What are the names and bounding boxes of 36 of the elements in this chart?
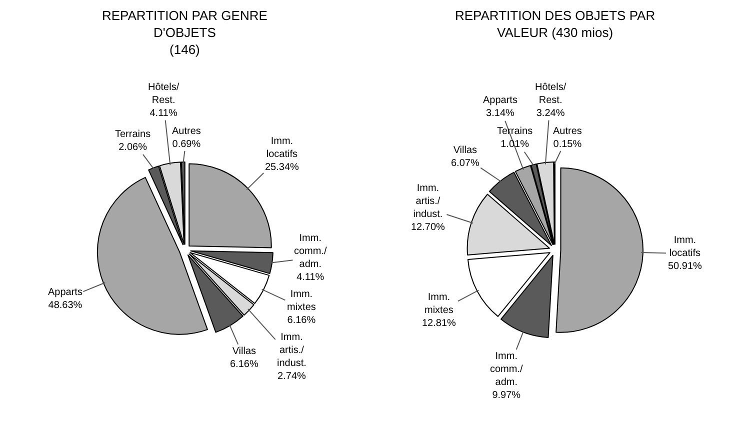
slice-label: Villas	[453, 145, 478, 156]
slice-label: Hôtels/ Rest.	[535, 82, 566, 106]
slice-label: Imm. artis./ indust.	[277, 332, 306, 369]
slice-label: Autres	[172, 126, 201, 137]
slice-label: Imm. mixtes	[287, 289, 316, 313]
data-label: 48.63%	[48, 300, 82, 311]
data-label: 25.34%	[265, 162, 300, 173]
data-label: 6.16%	[287, 315, 316, 326]
slice-label: Imm. mixtes	[424, 292, 454, 316]
slice-label: Imm. comm./ adm.	[294, 233, 327, 270]
data-label: 12.70%	[411, 222, 446, 233]
slice-label: Terrains	[115, 129, 151, 140]
data-label: 3.14%	[486, 108, 515, 119]
slice-label: Autres	[553, 126, 582, 137]
data-label: 2.06%	[118, 142, 148, 153]
data-label: 2.74%	[278, 371, 306, 382]
slice-label: Imm. artis./ indust.	[413, 183, 443, 220]
data-label: 9.97%	[492, 390, 521, 401]
chart-title: REPARTITION DES OBJETS PAR VALEUR (430 mios)	[455, 8, 656, 40]
slice-label: Imm. locatifs	[266, 136, 298, 160]
data-label: 0.69%	[172, 139, 201, 150]
slice-label: Apparts	[483, 95, 518, 106]
data-label: 12.81%	[422, 318, 456, 329]
data-label: 0.15%	[553, 139, 582, 150]
slice-label: Hôtels/ Rest.	[148, 82, 180, 106]
slice-label: Imm. locatifs	[669, 235, 701, 259]
data-label: 6.16%	[230, 359, 258, 370]
data-label: 3.24%	[536, 108, 565, 119]
data-label: 4.11%	[150, 108, 178, 119]
data-label: 50.91%	[668, 261, 702, 272]
data-label: 6.07%	[451, 158, 480, 169]
slice-label: Villas	[232, 346, 256, 357]
data-label: 4.11%	[296, 272, 324, 283]
chart-title: REPARTITION PAR GENRE D'OBJETS (146)	[102, 8, 268, 57]
slice-label: Imm. comm./ adm.	[490, 351, 523, 388]
slice-label: Apparts	[48, 287, 82, 298]
